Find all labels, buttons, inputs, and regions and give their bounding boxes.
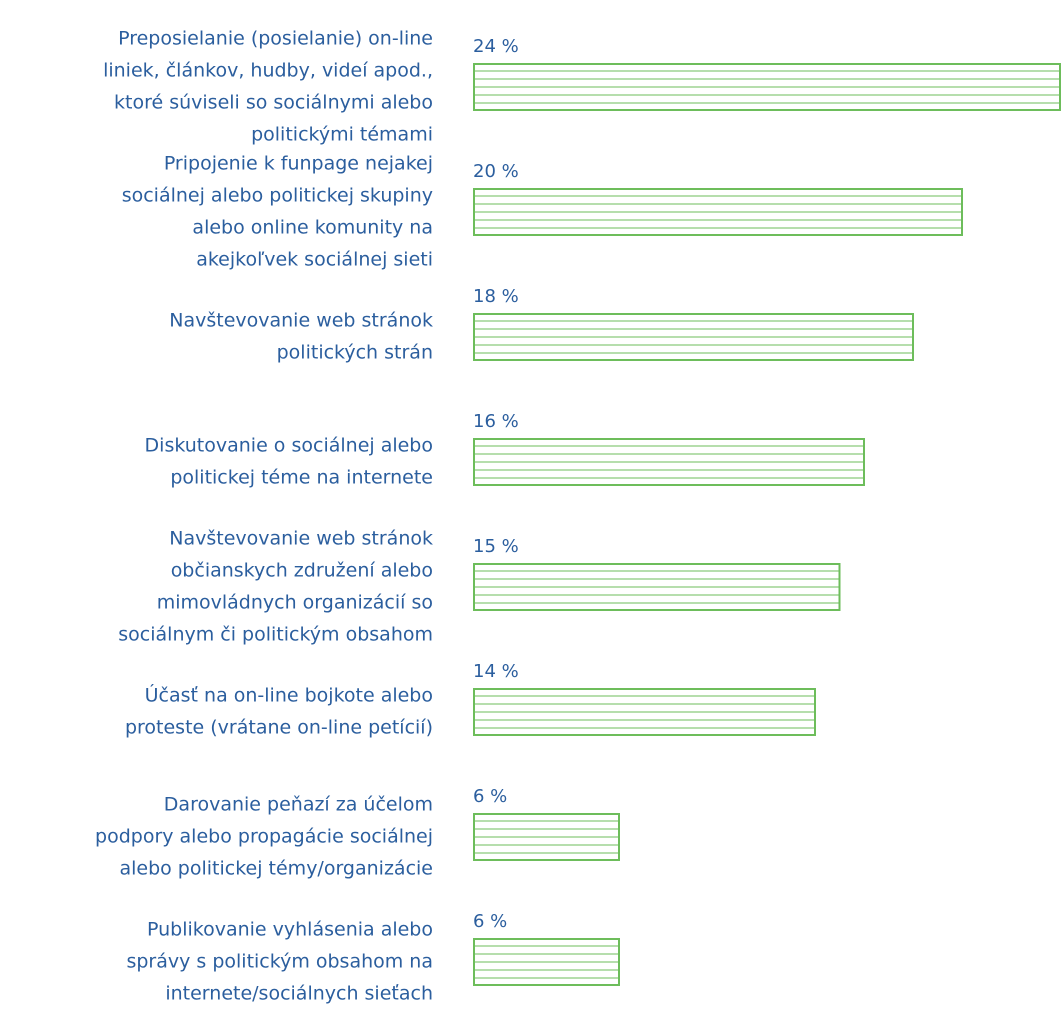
category-label: Navštevovanie web stránok politických str…: [169, 310, 433, 364]
value-label: 14 %: [473, 661, 519, 682]
category-label: Preposielanie (posielanie) on-line liniek…: [103, 28, 433, 146]
category-label: Diskutovanie o sociálnej alebo politickej…: [145, 435, 433, 489]
value-label: 6 %: [473, 786, 507, 807]
category-label: Publikovanie vyhlásenia alebo správy s po…: [126, 919, 433, 1005]
value-label: 18 %: [473, 286, 519, 307]
value-label: 24 %: [473, 36, 519, 57]
category-label: Navštevovanie web stránok občianskych zdr…: [118, 528, 433, 646]
value-label: 6 %: [473, 911, 507, 932]
value-label: 20 %: [473, 161, 519, 182]
value-label: 15 %: [473, 536, 519, 557]
category-label: Účasť na on-line bojkote alebo proteste (…: [125, 683, 433, 739]
category-label: Pripojenie k funpage nejakej sociálnej al…: [122, 153, 433, 271]
category-label: Darovanie peňazí za účelom podpory alebo …: [95, 794, 433, 880]
value-label: 16 %: [473, 411, 519, 432]
